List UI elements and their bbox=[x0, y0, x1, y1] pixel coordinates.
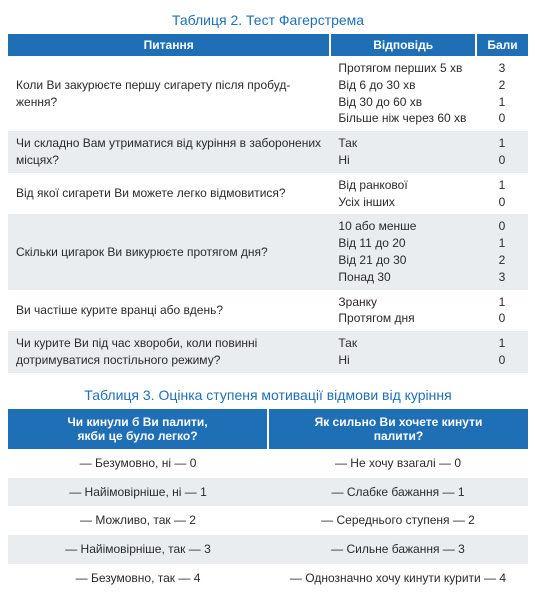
cell-score: 0123 bbox=[476, 214, 528, 289]
table-row: Скільки цигарок Ви викурюєте протягом дн… bbox=[8, 214, 528, 289]
cell-question: Скільки цигарок Ви викурюєте протягом дн… bbox=[8, 214, 330, 289]
cell-answer: ЗранкуПротягом дня bbox=[330, 290, 476, 332]
cell-answer: Протягом перших 5 хвВід 6 до 30 хвВід 30… bbox=[330, 56, 476, 131]
cell-score: 10 bbox=[476, 331, 528, 373]
col-answer: Відповідь bbox=[330, 34, 476, 56]
table-row: Від якої сигарети Ви можете легко відмов… bbox=[8, 173, 528, 215]
col-score: Бали bbox=[476, 34, 528, 56]
table-row: — Безумовно, так — 4— Однозначно хочу ки… bbox=[8, 564, 528, 593]
table3-title: Таблиця 3. Оцінка ступеня мотивації відм… bbox=[8, 387, 528, 403]
cell-option: — Безумовно, ні — 0 bbox=[8, 449, 268, 478]
table-row: Чи складно Вам утриматися від куріння в … bbox=[8, 131, 528, 173]
cell-score: 10 bbox=[476, 290, 528, 332]
col-want-quit: Як сильно Ви хочете кинутипалити? bbox=[268, 409, 528, 449]
table2-header-row: Питання Відповідь Бали bbox=[8, 34, 528, 56]
cell-option: — Слабке бажання — 1 bbox=[268, 478, 528, 507]
table-row: — Найімовірніше, ні — 1— Слабке бажання … bbox=[8, 478, 528, 507]
cell-option: — Можливо, так — 2 bbox=[8, 506, 268, 535]
cell-score: 3210 bbox=[476, 56, 528, 131]
col-quit-easy: Чи кинули б Ви палити,якби це було легко… bbox=[8, 409, 268, 449]
cell-option: — Середнього ступеня — 2 bbox=[268, 506, 528, 535]
cell-question: Чи курите Ви під час хвороби, коли повин… bbox=[8, 331, 330, 373]
cell-answer: Від ранковоїУсіх інших bbox=[330, 173, 476, 215]
cell-question: Чи складно Вам утриматися від куріння в … bbox=[8, 131, 330, 173]
fagerstrom-table: Питання Відповідь Бали Коли Ви закурюєте… bbox=[8, 34, 528, 373]
cell-answer: ТакНі bbox=[330, 131, 476, 173]
cell-option: — Найімовірніше, ні — 1 bbox=[8, 478, 268, 507]
table2-title: Таблиця 2. Тест Фагерстрема bbox=[8, 12, 528, 28]
table-row: — Безумовно, ні — 0— Не хочу взагалі — 0 bbox=[8, 449, 528, 478]
table-row: Ви частіше курите вранці або вдень?Зранк… bbox=[8, 290, 528, 332]
cell-answer: 10 або меншеВід 11 до 20Від 21 до 30Пона… bbox=[330, 214, 476, 289]
cell-score: 10 bbox=[476, 173, 528, 215]
table3-header-row: Чи кинули б Ви палити,якби це було легко… bbox=[8, 409, 528, 449]
table-row: — Можливо, так — 2— Середнього ступеня —… bbox=[8, 506, 528, 535]
motivation-table: Чи кинули б Ви палити,якби це було легко… bbox=[8, 409, 528, 593]
cell-score: 10 bbox=[476, 131, 528, 173]
cell-option: — Безумовно, так — 4 bbox=[8, 564, 268, 593]
cell-option: — Однозначно хочу кинути курити — 4 bbox=[268, 564, 528, 593]
col-question: Питання bbox=[8, 34, 330, 56]
cell-question: Від якої сигарети Ви можете легко відмов… bbox=[8, 173, 330, 215]
cell-question: Ви частіше курите вранці або вдень? bbox=[8, 290, 330, 332]
cell-answer: ТакНі bbox=[330, 331, 476, 373]
cell-question: Коли Ви закурюєте першу сигарету після п… bbox=[8, 56, 330, 131]
table-row: Чи курите Ви під час хвороби, коли повин… bbox=[8, 331, 528, 373]
table-row: Коли Ви закурюєте першу сигарету після п… bbox=[8, 56, 528, 131]
cell-option: — Не хочу взагалі — 0 bbox=[268, 449, 528, 478]
